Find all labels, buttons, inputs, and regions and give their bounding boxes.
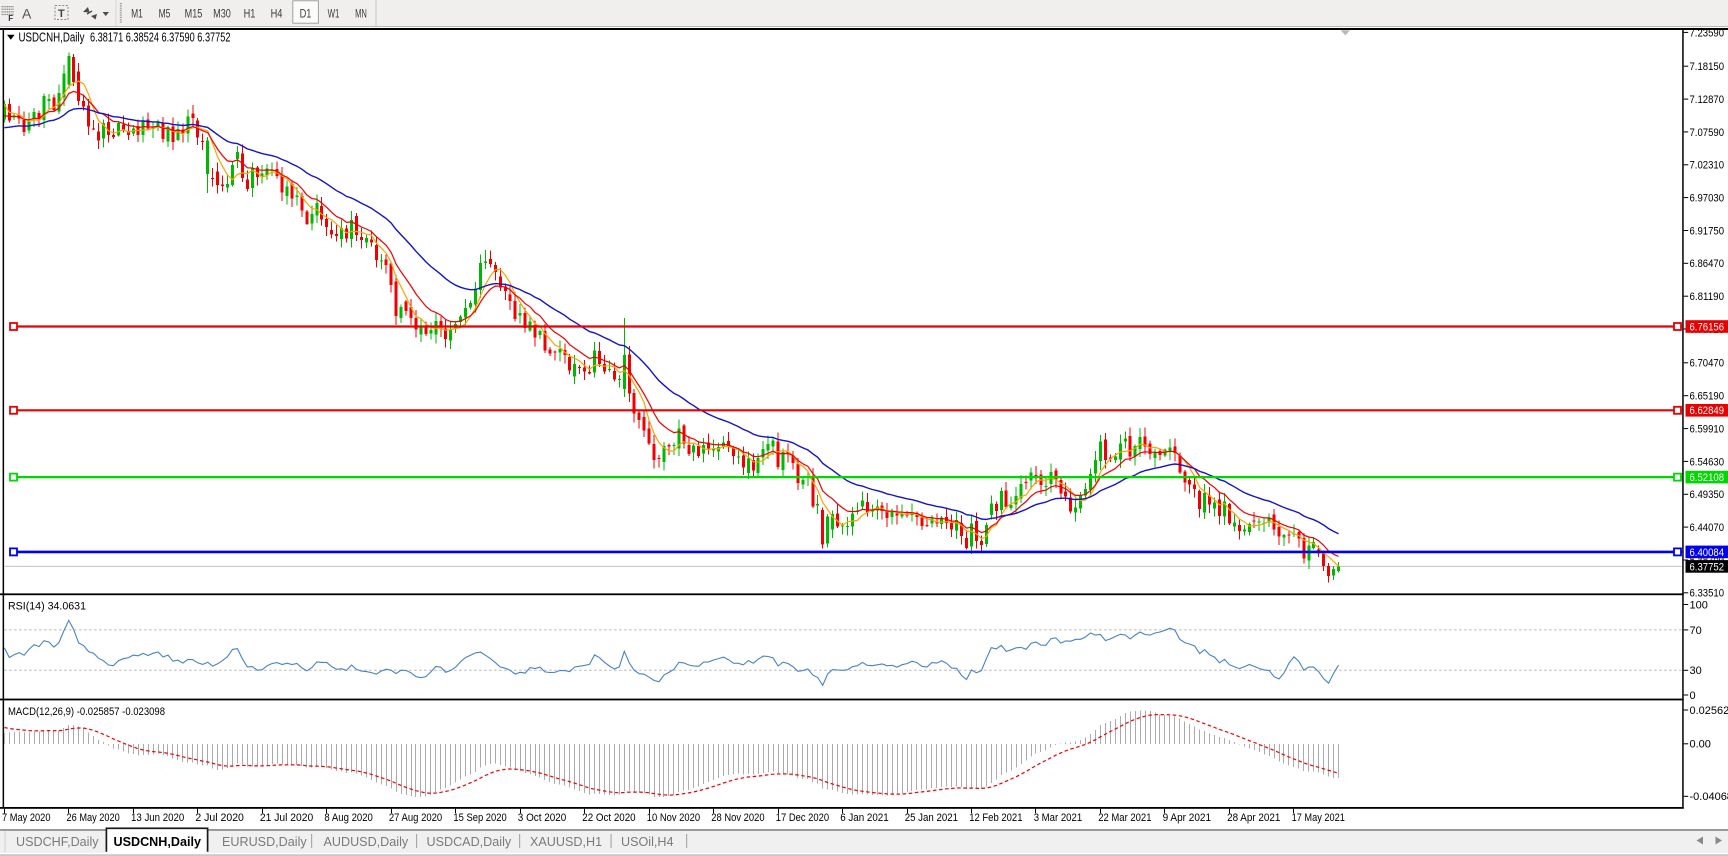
svg-text:7.12870: 7.12870 [1690, 94, 1725, 106]
svg-text:USOil,H4: USOil,H4 [621, 835, 673, 849]
svg-text:8 Aug 2020: 8 Aug 2020 [324, 812, 373, 824]
svg-text:D1: D1 [300, 8, 312, 20]
svg-text:6.40084: 6.40084 [1690, 547, 1725, 559]
svg-text:6.49350: 6.49350 [1690, 489, 1725, 501]
svg-text:3 Oct 2020: 3 Oct 2020 [518, 812, 567, 824]
svg-text:100: 100 [1690, 599, 1708, 611]
svg-text:3 Mar 2021: 3 Mar 2021 [1034, 812, 1083, 824]
svg-text:17 Dec 2020: 17 Dec 2020 [776, 812, 829, 824]
svg-text:9 Apr 2021: 9 Apr 2021 [1163, 812, 1212, 824]
svg-text:MN: MN [355, 8, 367, 20]
svg-text:6.38171 6.38524 6.37590 6.3775: 6.38171 6.38524 6.37590 6.37752 [90, 31, 231, 45]
svg-text:H1: H1 [244, 8, 256, 20]
svg-text:27 Aug 2020: 27 Aug 2020 [389, 812, 442, 824]
svg-text:6 Jan 2021: 6 Jan 2021 [840, 812, 889, 824]
svg-text:0.025623: 0.025623 [1690, 705, 1728, 717]
svg-text:MACD(12,26,9) -0.025857 -0.023: MACD(12,26,9) -0.025857 -0.023098 [8, 706, 165, 718]
svg-text:M5: M5 [159, 8, 171, 20]
svg-text:-0.040687: -0.040687 [1690, 791, 1728, 803]
svg-text:M15: M15 [185, 8, 203, 20]
svg-text:25 Jan 2021: 25 Jan 2021 [905, 812, 958, 824]
svg-text:6.76156: 6.76156 [1690, 321, 1725, 333]
svg-text:7.07590: 7.07590 [1690, 127, 1725, 139]
svg-text:USDCNH,Daily: USDCNH,Daily [114, 835, 201, 849]
svg-text:6.62849: 6.62849 [1690, 405, 1725, 417]
svg-text:AUDUSD,Daily: AUDUSD,Daily [324, 835, 409, 849]
svg-text:6.52108: 6.52108 [1690, 472, 1725, 484]
svg-text:XAUUSD,H1: XAUUSD,H1 [530, 835, 602, 849]
svg-text:28 Nov 2020: 28 Nov 2020 [711, 812, 764, 824]
svg-text:M30: M30 [213, 8, 231, 20]
svg-text:EURUSD,Daily: EURUSD,Daily [222, 835, 307, 849]
svg-text:12 Feb 2021: 12 Feb 2021 [969, 812, 1022, 824]
svg-text:70: 70 [1690, 625, 1702, 637]
svg-text:USDCNH,Daily: USDCNH,Daily [19, 31, 86, 45]
svg-text:7.23590: 7.23590 [1690, 27, 1725, 39]
svg-text:0.00: 0.00 [1690, 739, 1711, 751]
svg-text:M1: M1 [131, 8, 143, 20]
svg-text:13 Jun 2020: 13 Jun 2020 [131, 812, 184, 824]
svg-text:6.59910: 6.59910 [1690, 424, 1725, 436]
svg-text:21 Jul 2020: 21 Jul 2020 [260, 812, 313, 824]
svg-text:6.86470: 6.86470 [1690, 258, 1725, 270]
svg-text:10 Nov 2020: 10 Nov 2020 [647, 812, 700, 824]
svg-text:15 Sep 2020: 15 Sep 2020 [453, 812, 506, 824]
svg-text:30: 30 [1690, 665, 1702, 677]
svg-text:6.97030: 6.97030 [1690, 193, 1725, 205]
svg-text:USDCAD,Daily: USDCAD,Daily [427, 835, 512, 849]
svg-text:F: F [8, 14, 13, 23]
svg-text:28 Apr 2021: 28 Apr 2021 [1227, 812, 1280, 824]
svg-text:7.18150: 7.18150 [1690, 61, 1725, 73]
svg-text:22 Mar 2021: 22 Mar 2021 [1098, 812, 1151, 824]
svg-text:7 May 2020: 7 May 2020 [2, 812, 51, 824]
svg-text:2 Jul 2020: 2 Jul 2020 [195, 812, 244, 824]
svg-text:6.70470: 6.70470 [1690, 358, 1725, 370]
svg-text:6.44070: 6.44070 [1690, 522, 1725, 534]
svg-text:6.91750: 6.91750 [1690, 225, 1725, 237]
svg-text:H4: H4 [271, 8, 283, 20]
svg-text:6.37752: 6.37752 [1690, 561, 1725, 573]
svg-text:0: 0 [1690, 690, 1696, 702]
svg-text:W1: W1 [328, 8, 340, 20]
svg-text:22 Oct 2020: 22 Oct 2020 [582, 812, 635, 824]
svg-text:6.33510: 6.33510 [1690, 588, 1725, 600]
svg-text:17 May 2021: 17 May 2021 [1292, 812, 1345, 824]
svg-text:6.65190: 6.65190 [1690, 391, 1725, 403]
svg-text:A: A [22, 6, 32, 22]
svg-text:6.81190: 6.81190 [1690, 291, 1725, 303]
svg-text:USDCHF,Daily: USDCHF,Daily [16, 835, 99, 849]
svg-text:RSI(14) 34.0631: RSI(14) 34.0631 [8, 601, 86, 613]
svg-text:26 May 2020: 26 May 2020 [67, 812, 120, 824]
svg-text:7.02310: 7.02310 [1690, 160, 1725, 172]
svg-text:6.54630: 6.54630 [1690, 456, 1725, 468]
svg-text:T: T [58, 8, 65, 20]
